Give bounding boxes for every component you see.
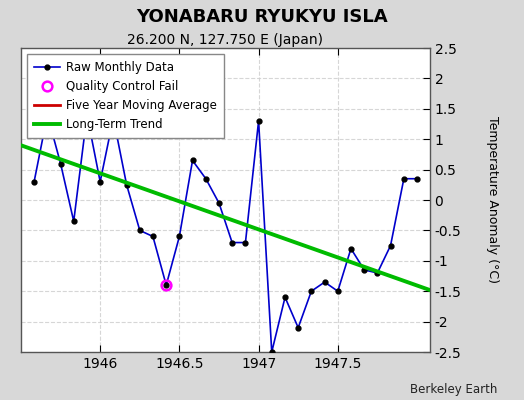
Raw Monthly Data — [269, 350, 275, 354]
Raw Monthly Data — [58, 161, 64, 166]
Raw Monthly Data — [84, 112, 90, 117]
Y-axis label: Temperature Anomaly (°C): Temperature Anomaly (°C) — [486, 116, 499, 284]
Raw Monthly Data — [387, 243, 394, 248]
Raw Monthly Data — [322, 280, 328, 284]
Line: Raw Monthly Data: Raw Monthly Data — [31, 112, 419, 354]
Raw Monthly Data — [295, 325, 301, 330]
Raw Monthly Data — [124, 182, 130, 187]
Raw Monthly Data — [229, 240, 235, 245]
Raw Monthly Data — [176, 234, 182, 239]
Raw Monthly Data — [401, 176, 407, 181]
Legend: Raw Monthly Data, Quality Control Fail, Five Year Moving Average, Long-Term Tren: Raw Monthly Data, Quality Control Fail, … — [27, 54, 224, 138]
Raw Monthly Data — [150, 234, 156, 239]
Raw Monthly Data — [255, 118, 261, 123]
Text: Berkeley Earth: Berkeley Earth — [410, 383, 498, 396]
Raw Monthly Data — [163, 283, 169, 288]
Raw Monthly Data — [335, 289, 341, 294]
Raw Monthly Data — [361, 268, 367, 272]
Raw Monthly Data — [71, 219, 77, 224]
Raw Monthly Data — [348, 246, 354, 251]
Raw Monthly Data — [44, 112, 50, 117]
Raw Monthly Data — [203, 176, 209, 181]
Raw Monthly Data — [242, 240, 248, 245]
Raw Monthly Data — [308, 289, 314, 294]
Raw Monthly Data — [137, 228, 143, 233]
Raw Monthly Data — [97, 179, 103, 184]
Raw Monthly Data — [189, 158, 195, 163]
Raw Monthly Data — [374, 270, 380, 275]
Raw Monthly Data — [31, 179, 37, 184]
Raw Monthly Data — [216, 201, 222, 206]
Raw Monthly Data — [282, 295, 288, 300]
Raw Monthly Data — [110, 116, 116, 120]
Raw Monthly Data — [414, 176, 420, 181]
Title: 26.200 N, 127.750 E (Japan): 26.200 N, 127.750 E (Japan) — [127, 33, 323, 47]
Text: YONABARU RYUKYU ISLA: YONABARU RYUKYU ISLA — [136, 8, 388, 26]
